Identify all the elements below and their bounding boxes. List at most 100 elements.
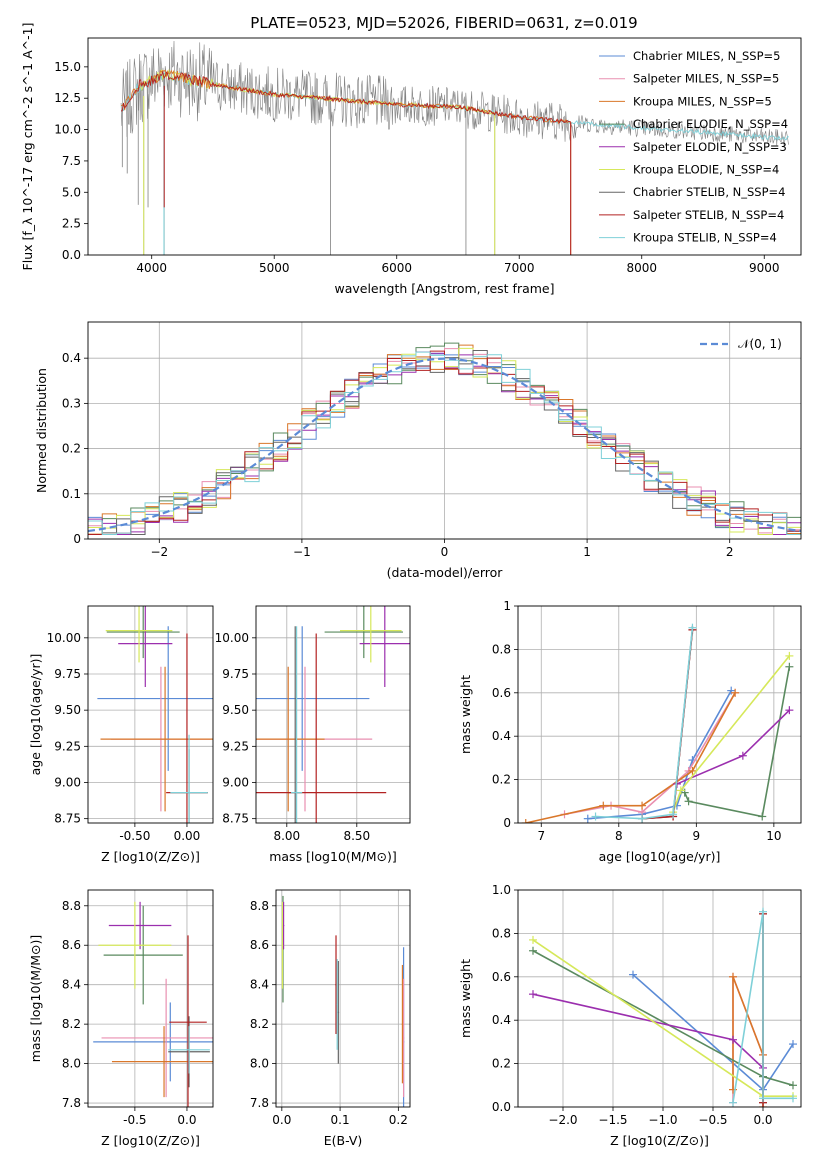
x-axis-label: wavelength [Angstrom, rest frame] xyxy=(334,281,554,296)
plot-area xyxy=(529,907,797,1107)
y-tick-label: 8.8 xyxy=(250,899,269,913)
y-tick-label: 0.2 xyxy=(492,1057,511,1071)
point-kroupa-stelib xyxy=(295,791,298,794)
marker-kroupa-miles xyxy=(731,688,740,697)
spectrum-legend: Chabrier MILES, N_SSP=5 Salpeter MILES, N… xyxy=(599,49,788,245)
point-salpeter-miles xyxy=(165,1037,167,1039)
weight-vs-age-panel: 7 8 9 10 0 0.2 0.4 0.6 0.8 1 age [log10(age/yr)] ma… xyxy=(458,599,802,864)
x-tick-label: 6000 xyxy=(381,261,412,275)
mass-vs-ebv-panel: 0.0 0.1 0.2 7.8 8.0 8.2 8.4 8.6 8.8 E(B-V) xyxy=(250,889,411,1148)
legend-label-salpeter-miles: Salpeter MILES, N_SSP=5 xyxy=(633,72,779,86)
x-tick-label: 0.2 xyxy=(389,1113,408,1127)
y-tick-label: 8.75 xyxy=(54,812,81,826)
y-tick-label: 10.00 xyxy=(215,631,249,645)
point-chabrier-stelib xyxy=(337,1011,340,1014)
y-tick-label: 0.6 xyxy=(492,970,511,984)
y-tick-label: 0.8 xyxy=(492,926,511,940)
point-chabrier-elodie xyxy=(142,954,145,956)
y-tick-label: 1.0 xyxy=(492,883,511,897)
y-tick-label: 8.0 xyxy=(250,1057,269,1071)
marker-salpeter-elodie xyxy=(529,990,537,999)
y-tick-label: 2.5 xyxy=(62,217,81,231)
marker-salpeter-elodie xyxy=(785,706,794,715)
point-kroupa-stelib xyxy=(336,1003,338,1006)
x-tick-label: 2 xyxy=(726,545,734,559)
legend-label-chabrier-elodie: Chabrier ELODIE, N_SSP=4 xyxy=(633,117,788,131)
point-kroupa-elodie xyxy=(281,944,284,947)
marker-chabrier-elodie xyxy=(758,812,767,821)
legend-label-normal: 𝒩(0, 1) xyxy=(738,337,782,351)
x-tick-label: −0.5 xyxy=(698,1113,727,1127)
y-axis-label: age [log10(age/yr)] xyxy=(28,654,43,776)
marker-chabrier-elodie xyxy=(684,797,693,806)
line-salpeter-elodie xyxy=(676,709,790,785)
y-tick-label: 9.75 xyxy=(222,667,249,681)
plot-area xyxy=(93,901,213,1107)
x-tick-label: 0.0 xyxy=(753,1113,772,1127)
plot-area xyxy=(97,606,213,823)
x-axis-label: Z [log10(Z/Z⊙)] xyxy=(610,1133,709,1148)
x-axis-label: E(B-V) xyxy=(324,1133,363,1148)
marker-salpeter-elodie xyxy=(729,1035,737,1044)
axes-frame xyxy=(255,605,411,824)
y-tick-label: 9.50 xyxy=(54,703,81,717)
x-tick-label: −2 xyxy=(150,545,168,559)
x-tick-label: 8.50 xyxy=(343,829,370,843)
y-tick-label: 9.00 xyxy=(54,775,81,789)
marker-kroupa-stelib xyxy=(789,1094,797,1103)
marker-kroupa-elodie xyxy=(785,651,794,660)
x-tick-label: 9 xyxy=(693,829,701,843)
y-tick-label: 9.25 xyxy=(54,739,81,753)
y-tick-label: 7.8 xyxy=(250,1096,269,1110)
point-kroupa-elodie xyxy=(134,944,136,947)
marker-chabrier-elodie xyxy=(789,1081,797,1090)
y-axis-label: mass weight xyxy=(458,675,473,754)
x-tick-label: 0.1 xyxy=(331,1113,350,1127)
y-tick-label: 0.6 xyxy=(492,686,511,700)
axes-frame xyxy=(87,889,214,1108)
x-axis-label: mass [log10(M/M⊙)] xyxy=(269,849,397,864)
y-tick-label: 9.25 xyxy=(222,739,249,753)
y-tick-label: 8.2 xyxy=(62,1017,81,1031)
y-tick-label: 0.4 xyxy=(492,1013,511,1027)
marker-chabrier-miles xyxy=(629,970,637,979)
x-tick-label: -0.50 xyxy=(119,829,150,843)
y-tick-label: 0.3 xyxy=(62,396,81,410)
point-salpeter-elodie xyxy=(144,642,147,645)
y-tick-label: 8.4 xyxy=(250,978,269,992)
x-tick-label: 8000 xyxy=(626,261,657,275)
x-tick-label: 5000 xyxy=(259,261,290,275)
age-vs-metallicity-panel: -0.50 0.00 8.75 9.00 9.25 9.50 9.75 10.00 Z [log… xyxy=(28,605,214,864)
marker-kroupa-stelib xyxy=(591,812,600,821)
y-tick-label: 5.0 xyxy=(62,185,81,199)
line-kroupa-stelib xyxy=(732,911,793,1103)
y-tick-label: 0.8 xyxy=(492,642,511,656)
y-tick-label: 0.4 xyxy=(62,351,81,365)
x-tick-label: 0.00 xyxy=(174,829,201,843)
y-tick-label: 0.4 xyxy=(492,729,511,743)
y-tick-label: 10.0 xyxy=(54,123,81,137)
line-kroupa-miles xyxy=(732,976,764,1107)
legend-label-kroupa-elodie: Kroupa ELODIE, N_SSP=4 xyxy=(633,163,779,177)
axes-frame xyxy=(87,37,802,256)
age-vs-mass-panel: 8.00 8.50 8.75 9.00 9.25 9.50 9.75 10.00 mass [l… xyxy=(215,605,411,864)
observed-spectrum xyxy=(120,40,789,147)
plot-area xyxy=(256,606,410,823)
x-axis-label: Z [log10(Z/Z⊙)] xyxy=(101,849,200,864)
line-salpeter-miles xyxy=(564,692,736,816)
model-spectrum-salpeter-stelib xyxy=(120,71,571,124)
x-tick-label: 9000 xyxy=(749,261,780,275)
marker-salpeter-elodie xyxy=(738,751,747,760)
x-tick-label: −1.5 xyxy=(598,1113,627,1127)
point-salpeter-elodie xyxy=(139,924,141,927)
marker-kroupa-miles xyxy=(688,766,697,775)
legend-label-kroupa-stelib: Kroupa STELIB, N_SSP=4 xyxy=(633,231,777,245)
y-tick-label: 15.0 xyxy=(54,60,81,74)
legend-label-chabrier-miles: Chabrier MILES, N_SSP=5 xyxy=(633,49,780,63)
y-tick-label: 1 xyxy=(503,599,511,613)
y-tick-label: 8.8 xyxy=(62,899,81,913)
point-kroupa-miles xyxy=(164,738,166,740)
marker-kroupa-stelib xyxy=(669,810,678,819)
y-tick-label: 7.5 xyxy=(62,154,81,168)
